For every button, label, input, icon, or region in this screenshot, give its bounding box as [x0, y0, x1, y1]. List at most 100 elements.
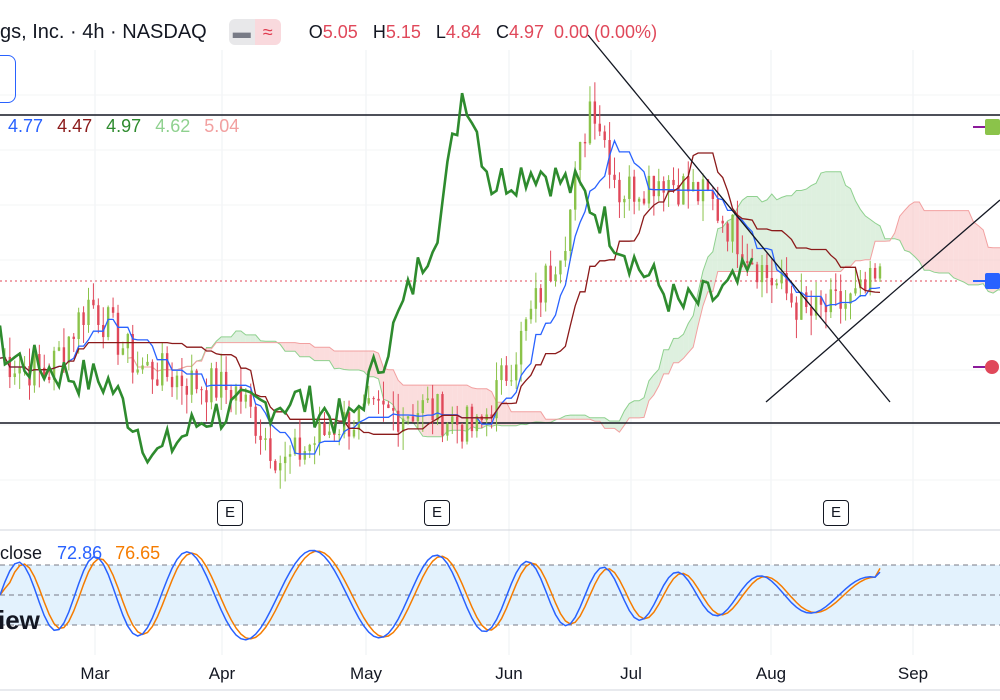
candle-body [421, 400, 424, 414]
candle-body [544, 265, 547, 303]
candle-body [244, 394, 248, 402]
candle-body [436, 394, 439, 421]
candle-body [829, 289, 833, 313]
candle-body [696, 182, 700, 202]
earnings-badge[interactable]: E [217, 500, 243, 526]
candle-body [490, 414, 493, 419]
cloud-segment [629, 400, 635, 418]
cloud-segment [894, 216, 900, 241]
cloud-segment [776, 197, 782, 272]
candle-body [819, 297, 823, 305]
cloud-segment [919, 202, 925, 271]
cloud-segment [349, 351, 354, 371]
candle-body [775, 283, 778, 286]
cloud-segment [953, 210, 959, 280]
stochastic-d-value: 76.65 [115, 543, 161, 563]
cloud-segment [309, 343, 315, 361]
candle-body [18, 366, 21, 374]
cloud-segment [648, 374, 654, 401]
x-axis-tick-label: Sep [898, 664, 928, 683]
stochastic-source: close [0, 543, 43, 563]
cloud-segment [830, 171, 836, 272]
symbol-title[interactable]: gs, Inc. · 4h · NASDAQ [0, 20, 207, 43]
open-value: 5.05 [322, 21, 358, 42]
cloud-segment [481, 388, 487, 429]
candle-body [519, 330, 523, 365]
kijun-value: 4.47 [57, 116, 93, 136]
cloud-segment [766, 193, 772, 272]
candle-body [377, 398, 380, 401]
candle-body [47, 376, 51, 380]
span-a-value: 4.62 [155, 116, 191, 136]
candle-body [878, 266, 882, 279]
cloud-segment [717, 227, 723, 272]
cloud-segment [845, 185, 851, 267]
candle-body [824, 304, 828, 313]
candle-body [72, 336, 75, 339]
price-marker-icon [985, 273, 1000, 289]
candle-body [652, 175, 656, 197]
candle-body [38, 354, 41, 368]
candle-body [859, 279, 862, 289]
candle-body [347, 412, 351, 437]
candle-body [146, 361, 149, 366]
wave-icon[interactable]: ≈ [254, 19, 281, 45]
span-a-line [127, 171, 1000, 438]
candle-body [731, 214, 734, 242]
low-label: L [435, 21, 446, 42]
collapse-button[interactable] [0, 55, 16, 103]
candle-body [151, 361, 154, 380]
cloud-segment [850, 188, 856, 267]
candle-body [323, 422, 326, 435]
candle-body [868, 267, 872, 291]
chikou-line [0, 92, 754, 465]
candle-body [873, 267, 877, 279]
cloud-segment [358, 351, 364, 372]
cloud-segment [580, 415, 586, 420]
cloud-segment [294, 342, 300, 357]
candle-body [293, 437, 297, 455]
x-axis-tick-label: Jun [495, 664, 522, 683]
cloud-segment [506, 402, 512, 426]
cloud-segment [968, 210, 974, 285]
candle-body [736, 214, 739, 255]
cloud-segment [806, 185, 812, 272]
earnings-badge[interactable]: E [823, 500, 849, 526]
candle-body [618, 179, 621, 203]
cloud-segment [575, 415, 581, 420]
chart-type-toggle[interactable]: ▬ ≈ [228, 19, 281, 45]
candle-body [578, 142, 582, 171]
candle-body [716, 198, 719, 221]
candle-body [510, 380, 513, 382]
cloud-segment [235, 330, 241, 343]
cloud-segment [752, 196, 758, 272]
stochastic-legend: close 72.86 76.65 [0, 543, 160, 564]
close-value: 4.97 [508, 21, 544, 42]
cloud-segment [437, 385, 443, 437]
cloud-segment [973, 221, 979, 285]
cloud-segment [501, 402, 507, 426]
candle-body [229, 389, 233, 401]
candle-body [92, 299, 95, 306]
cloud-segment [978, 225, 984, 285]
cloud-segment [835, 171, 841, 272]
candle-body [446, 423, 449, 436]
cloud-segment [226, 336, 232, 343]
candle-body [470, 406, 474, 432]
cloud-segment [875, 223, 880, 242]
candle-body [328, 431, 331, 435]
cloud-segment [609, 420, 615, 429]
cloud-segment [825, 171, 831, 272]
candle-body [195, 370, 198, 390]
candle-body [839, 291, 842, 309]
cloud-segment [816, 172, 822, 272]
cloud-segment [840, 171, 846, 272]
earnings-badge[interactable]: E [424, 500, 450, 526]
candle-body [397, 410, 400, 432]
candle-body [62, 347, 66, 363]
high-label: H [372, 21, 386, 42]
cloud-segment [324, 347, 330, 361]
candle-body [352, 429, 356, 437]
minus-icon[interactable]: ▬ [228, 19, 255, 45]
